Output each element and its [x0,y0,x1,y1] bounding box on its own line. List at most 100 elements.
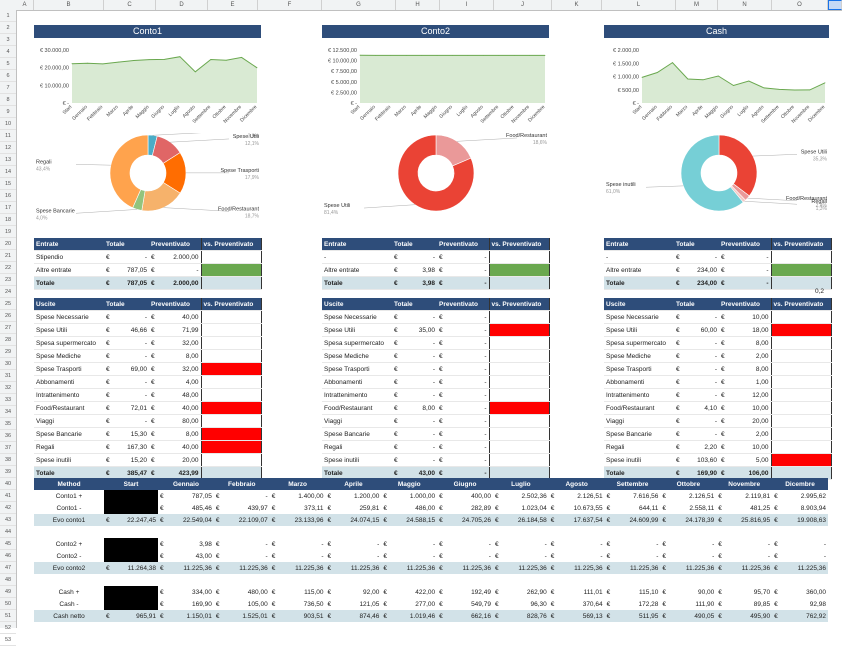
category-label[interactable]: Intrattenimento [34,389,104,402]
category-label[interactable]: Spese Trasporti [34,363,104,376]
month-value[interactable]: 439,97 [222,502,270,514]
row-header[interactable]: 32 [0,382,16,394]
budget-status-cell[interactable] [201,428,261,441]
value-cell[interactable]: € [719,402,727,415]
month-value[interactable]: 25.816,95 [724,514,772,526]
value-cell[interactable]: € [674,264,682,277]
value-cell[interactable]: € [392,402,400,415]
value-cell[interactable]: - [400,337,437,350]
value-cell[interactable]: € [104,428,112,441]
row-header[interactable]: 29 [0,346,16,358]
category-label[interactable]: Spese Necessarie [604,311,674,324]
month-value[interactable]: 22.549,04 [166,514,214,526]
value-cell[interactable]: - [682,389,719,402]
month-value[interactable]: - [445,538,493,550]
value-cell[interactable]: - [445,428,489,441]
value-cell[interactable]: € [104,441,112,454]
category-label[interactable]: Spese Bancarie [604,428,674,441]
value-cell[interactable]: € [104,389,112,402]
month-value[interactable]: 1.023,04 [501,502,549,514]
budget-status-cell[interactable] [771,376,831,389]
month-value[interactable]: - [668,550,716,562]
row-header[interactable]: 12 [0,142,16,154]
category-label[interactable]: Food/Restaurant [322,402,392,415]
value-cell[interactable]: - [112,337,149,350]
value-cell[interactable]: € [674,428,682,441]
row-header[interactable]: 38 [0,454,16,466]
value-cell[interactable]: - [445,376,489,389]
month-value[interactable]: 92,98 [780,598,828,610]
budget-status-cell[interactable] [771,324,831,337]
budget-status-cell[interactable] [201,251,261,264]
value-cell[interactable]: € [437,402,445,415]
value-cell[interactable]: 167,30 [112,441,149,454]
month-value[interactable]: 360,00 [780,586,828,598]
month-value[interactable]: 480,00 [222,586,270,598]
value-cell[interactable]: 787,05 [112,277,149,290]
value-cell[interactable]: 12,00 [727,389,771,402]
value-cell[interactable]: € [719,251,727,264]
budget-status-cell[interactable] [489,428,549,441]
month-value[interactable]: 2.995,62 [780,490,828,502]
month-value[interactable]: 17.637,54 [557,514,605,526]
value-cell[interactable]: € [392,337,400,350]
month-value[interactable]: 96,30 [501,598,549,610]
row-header[interactable]: 1 [0,10,16,22]
month-value[interactable]: 11.225,36 [166,562,214,574]
value-cell[interactable]: € [674,441,682,454]
method-label[interactable]: Cash - [34,598,104,610]
value-cell[interactable]: - [682,251,719,264]
value-cell[interactable]: 5,00 [727,454,771,467]
row-header[interactable]: 21 [0,250,16,262]
budget-status-cell[interactable] [201,350,261,363]
value-cell[interactable]: 35,00 [400,324,437,337]
value-cell[interactable]: € [719,454,727,467]
month-value[interactable]: 111,01 [557,586,605,598]
month-value[interactable]: 334,00 [166,586,214,598]
category-label[interactable]: Spese Trasporti [322,363,392,376]
month-value[interactable]: - [278,550,326,562]
budget-status-cell[interactable] [771,363,831,376]
month-value[interactable]: - [668,538,716,550]
value-cell[interactable]: - [400,350,437,363]
category-label[interactable]: Spese Necessarie [34,311,104,324]
value-cell[interactable]: - [727,277,771,290]
start-value[interactable]: 22.247,45 [112,514,158,526]
value-cell[interactable]: € [674,251,682,264]
month-value[interactable]: 11.225,36 [557,562,605,574]
month-value[interactable]: 169,90 [166,598,214,610]
category-label[interactable]: Spese Bancarie [34,428,104,441]
month-value[interactable]: 1.150,01 [166,610,214,622]
month-value[interactable]: 24.705,26 [445,514,493,526]
category-label[interactable]: Regali [322,441,392,454]
month-value[interactable]: - [724,550,772,562]
month-value[interactable]: - [389,538,437,550]
budget-status-cell[interactable] [771,311,831,324]
value-cell[interactable]: - [445,415,489,428]
row-header[interactable]: 48 [0,574,16,586]
value-cell[interactable]: € [674,277,682,290]
value-cell[interactable]: € [437,454,445,467]
category-label[interactable]: Spese Utili [322,324,392,337]
budget-status-cell[interactable] [771,441,831,454]
value-cell[interactable]: - [682,363,719,376]
value-cell[interactable]: - [445,277,489,290]
column-header-l[interactable]: L [602,0,676,10]
month-value[interactable]: - [222,550,270,562]
budget-status-cell[interactable] [201,363,261,376]
row-header[interactable]: 33 [0,394,16,406]
month-value[interactable]: 89,85 [724,598,772,610]
category-label[interactable]: Spese inutili [604,454,674,467]
category-label[interactable]: Abbonamenti [604,376,674,389]
column-header-n[interactable]: N [718,0,772,10]
value-cell[interactable]: € [719,428,727,441]
value-cell[interactable]: € [392,389,400,402]
budget-status-cell[interactable] [201,454,261,467]
category-label[interactable]: Spesa supermercato [604,337,674,350]
value-cell[interactable]: 3,98 [400,277,437,290]
month-value[interactable]: 23.133,96 [278,514,326,526]
budget-status-cell[interactable] [489,324,549,337]
month-value[interactable]: 2.119,81 [724,490,772,502]
value-cell[interactable]: 18,00 [727,324,771,337]
month-value[interactable]: - [501,550,549,562]
